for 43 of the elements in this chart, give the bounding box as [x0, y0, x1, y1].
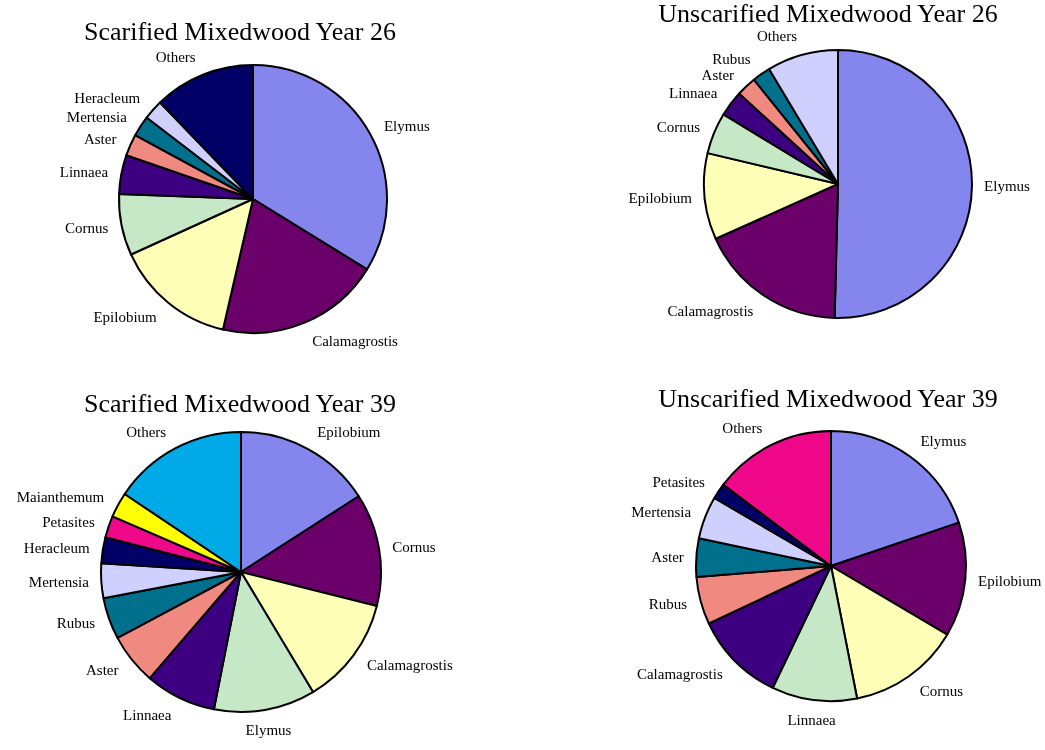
slice-label: Linnaea: [669, 85, 718, 102]
slice-label: Mertensia: [631, 504, 692, 521]
slice-label: Epilobium: [628, 189, 693, 206]
chart-title: Scarified Mixedwood Year 26: [84, 17, 396, 46]
slice-label: Epilobium: [978, 573, 1042, 590]
slice-label: Cornus: [64, 219, 109, 236]
slice-label: Mertensia: [66, 109, 128, 126]
slice-label: Aster: [83, 130, 117, 147]
slice-label: Elymus: [920, 433, 967, 450]
slice-label: Mertensia: [28, 573, 90, 590]
slice-label: Cornus: [392, 539, 436, 556]
slice-label: Aster: [651, 548, 684, 565]
slice-label: Maianthemum: [16, 489, 105, 506]
slice-label: Heracleum: [23, 540, 90, 557]
slice-label: Elymus: [245, 721, 292, 738]
slice-label: Elymus: [383, 117, 430, 134]
slice-label: Calamagrostis: [366, 657, 453, 674]
slice-label: Epilobium: [93, 308, 158, 325]
slice-label: Linnaea: [787, 711, 837, 728]
slice-label: Calamagrostis: [667, 303, 754, 320]
chart-title: Unscarified Mixedwood Year 26: [658, 0, 998, 28]
slice-label: Epilobium: [317, 424, 381, 441]
slice-label: Cornus: [919, 683, 964, 700]
slice-label: Aster: [85, 662, 119, 679]
slice-label: Others: [722, 419, 763, 436]
slice-label: Rubus: [712, 50, 751, 67]
slice-label: Rubus: [56, 615, 96, 632]
slice-label: Elymus: [984, 177, 1031, 194]
chart-title: Unscarified Mixedwood Year 39: [658, 384, 998, 413]
slice-label: Aster: [701, 66, 735, 83]
chart-title: Scarified Mixedwood Year 39: [84, 389, 396, 418]
slice-label: Others: [756, 27, 798, 44]
slice-label: Calamagrostis: [312, 332, 399, 349]
slice-label: Heracleum: [74, 90, 141, 107]
slice-label: Petasites: [42, 513, 95, 530]
slice-label: Linnaea: [59, 163, 109, 180]
slice-label: Linnaea: [123, 707, 172, 724]
slice-label: Rubus: [648, 596, 688, 613]
slice-label: Petasites: [652, 474, 706, 491]
slice-label: Others: [126, 423, 167, 440]
slice-label: Cornus: [656, 119, 701, 136]
slice-label: Calamagrostis: [636, 665, 723, 682]
slice-label: Others: [155, 48, 196, 65]
